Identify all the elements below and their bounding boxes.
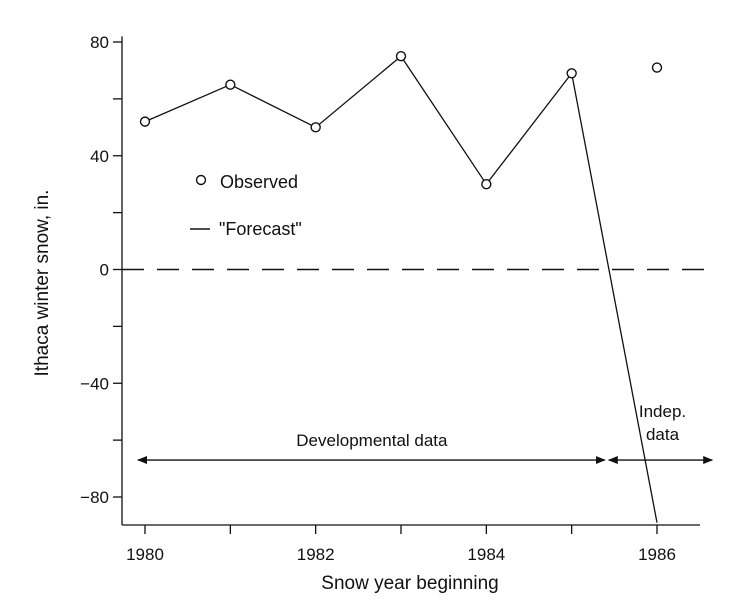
observed-point — [139, 116, 151, 127]
x-tick-label: 1982 — [297, 545, 335, 564]
series-layer — [139, 51, 663, 523]
independent-data-label-line1: Indep. — [639, 402, 686, 421]
annotation-layer: Developmental data Indep. data — [137, 402, 714, 465]
y-tick-label: 40 — [90, 147, 109, 166]
legend-observed-marker — [195, 174, 207, 186]
legend-observed-label: Observed — [220, 172, 298, 192]
y-tick-label: −40 — [80, 374, 109, 393]
x-axis-title: Snow year beginning — [321, 573, 498, 594]
observed-point — [310, 122, 321, 133]
x-tick-label: 1984 — [467, 545, 505, 564]
y-tick-label: −80 — [80, 488, 109, 507]
y-tick-label: 80 — [90, 33, 109, 52]
legend-forecast-label: "Forecast" — [219, 219, 302, 239]
forecast-line — [144, 55, 658, 523]
ticks: −80 −40 0 40 80 1980 1982 1984 1986 — [80, 33, 676, 564]
axes — [121, 36, 700, 526]
developmental-data-label: Developmental data — [296, 431, 448, 450]
x-tick-label: 1986 — [638, 545, 676, 564]
independent-data-label-line2: data — [646, 425, 680, 444]
observed-point — [481, 178, 492, 190]
observed-point — [651, 62, 663, 73]
y-axis-title: Ithaca winter snow, in. — [32, 190, 53, 377]
y-tick-label: 0 — [100, 261, 109, 280]
observed-point — [395, 51, 407, 62]
x-tick-label: 1980 — [126, 545, 164, 564]
legend: Observed "Forecast" — [190, 172, 302, 239]
observed-point — [225, 79, 236, 90]
observed-point — [566, 68, 577, 79]
